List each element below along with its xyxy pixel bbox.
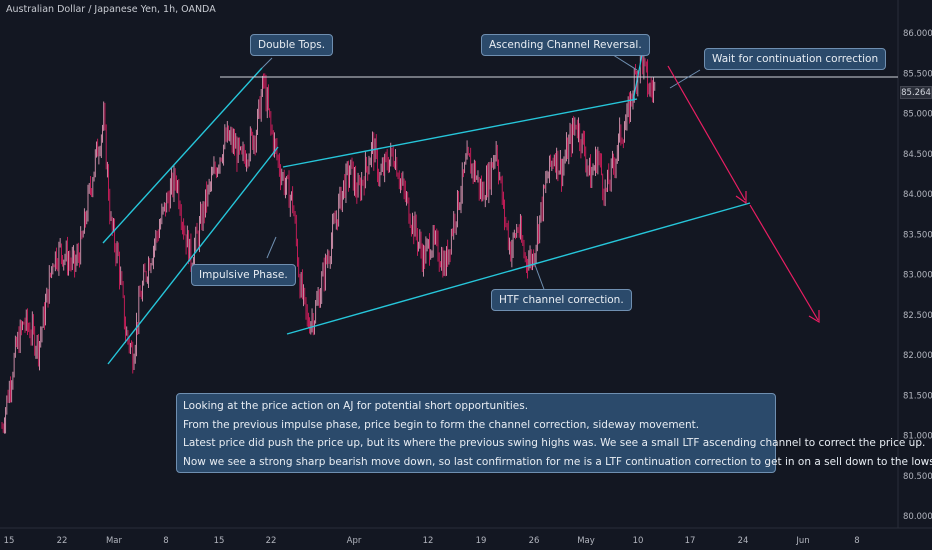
- y-tick-label: 83.000: [903, 271, 932, 281]
- x-tick-label: Apr: [347, 536, 362, 546]
- current-price-badge: 85.264: [900, 86, 932, 99]
- callout-line-htf: [534, 264, 546, 293]
- x-tick-label: 15: [4, 536, 15, 546]
- x-tick-label: 15: [214, 536, 225, 546]
- projection-arrow-1: [735, 191, 747, 205]
- impulse-channel-lower[interactable]: [107, 146, 279, 365]
- chart-title: Australian Dollar / Japanese Yen, 1h, OA…: [6, 4, 216, 15]
- y-tick-label: 80.000: [903, 512, 932, 522]
- impulse-channel-upper[interactable]: [102, 67, 263, 244]
- y-tick-label: 81.000: [903, 432, 932, 442]
- y-tick-label: 82.500: [903, 311, 932, 321]
- htf-channel-upper[interactable]: [282, 98, 638, 168]
- note-htf-correction[interactable]: HTF channel correction.: [491, 289, 632, 311]
- projection-path[interactable]: [667, 65, 820, 324]
- projection-leg-1: [667, 65, 746, 201]
- x-tick-label: 17: [685, 536, 696, 546]
- x-tick-label: Mar: [106, 536, 123, 546]
- x-tick-label: 8: [854, 536, 859, 546]
- y-tick-label: 86.000: [903, 29, 932, 39]
- x-tick-label: Jun: [795, 536, 809, 546]
- callout-line-wait: [669, 69, 701, 89]
- summary-line-1: Looking at the price action on AJ for po…: [183, 400, 529, 412]
- analysis-summary-box[interactable]: Looking at the price action on AJ for po…: [176, 393, 932, 473]
- note-wait-correction[interactable]: Wait for continuation correction: [704, 48, 887, 70]
- x-tick-label: 22: [266, 536, 277, 546]
- x-tick-label: 8: [163, 536, 168, 546]
- projection-arrow-2: [808, 310, 820, 324]
- htf-channel-lower[interactable]: [286, 202, 751, 335]
- x-tick-label: 26: [529, 536, 540, 546]
- x-tick-label: 19: [476, 536, 487, 546]
- x-tick-label: 10: [633, 536, 644, 546]
- note-impulsive-phase[interactable]: Impulsive Phase.: [191, 264, 296, 286]
- y-tick-label: 80.500: [903, 472, 932, 482]
- callout-line-impulsive: [266, 236, 277, 259]
- y-tick-label: 81.500: [903, 391, 932, 401]
- summary-line-4: Now we see a strong sharp bearish move d…: [183, 455, 932, 468]
- y-tick-label: 84.000: [903, 190, 932, 200]
- y-tick-label: 83.500: [903, 230, 932, 240]
- summary-line-3: Latest price did push the price up, but …: [183, 437, 926, 449]
- summary-line-2: From the previous impulse phase, price b…: [183, 418, 700, 431]
- projection-leg-2: [749, 204, 819, 321]
- note-channel-reversal[interactable]: Ascending Channel Reversal.: [481, 34, 650, 56]
- note-double-tops[interactable]: Double Tops.: [250, 34, 334, 56]
- x-tick-label: 12: [423, 536, 434, 546]
- y-tick-label: 82.000: [903, 351, 932, 361]
- callout-line-double-tops: [261, 57, 273, 69]
- y-tick-label: 85.000: [903, 110, 932, 120]
- y-tick-label: 85.500: [903, 69, 932, 79]
- ltf-channel-left[interactable]: [632, 49, 644, 102]
- x-tick-label: 22: [57, 536, 68, 546]
- y-tick-label: 84.500: [903, 150, 932, 160]
- x-tick-label: May: [577, 536, 595, 546]
- x-tick-label: 24: [738, 536, 749, 546]
